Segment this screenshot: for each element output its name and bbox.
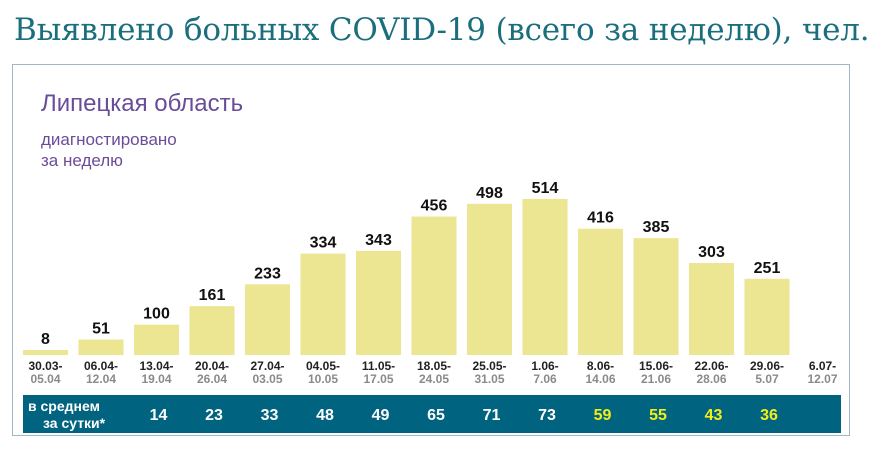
category-tick-4-end: 03.05 [252, 372, 282, 386]
daily-average-value-6: 49 [372, 407, 390, 424]
bar-13 [744, 278, 790, 355]
daily-average-value-7: 65 [427, 407, 445, 424]
bar-3 [189, 306, 235, 355]
bar-6 [356, 250, 401, 355]
bar-chart: Липецкая область диагностировано за неде… [23, 90, 841, 433]
chart-subtitle-line-2: за неделю [41, 151, 123, 170]
bar-0 [23, 350, 68, 355]
category-tick-2-end: 19.04 [141, 372, 171, 386]
category-tick-14-end: 12.07 [807, 372, 837, 386]
daily-average-label-line-2: за сутки* [43, 415, 106, 431]
daily-average-label-line-1: в среднем [28, 398, 100, 414]
chart-frame: Липецкая область диагностировано за неде… [12, 64, 850, 436]
category-tick-3-start: 20.04- [195, 359, 229, 373]
category-tick-5-end: 10.05 [308, 372, 338, 386]
category-tick-10-end: 14.06 [585, 372, 615, 386]
category-tick-13-end: 5.07 [755, 372, 779, 386]
category-tick-12-start: 22.06- [694, 359, 728, 373]
bars-group [23, 198, 790, 355]
category-tick-13-start: 29.06- [750, 359, 784, 373]
category-tick-14-start: 6.07- [809, 359, 836, 373]
bar-10 [578, 228, 623, 355]
category-tick-0-start: 30.03- [28, 359, 62, 373]
category-tick-11-start: 15.06- [639, 359, 673, 373]
category-tick-9-end: 7.06 [533, 372, 557, 386]
category-tick-6-start: 11.05- [362, 359, 395, 373]
bar-12 [689, 263, 734, 355]
category-tick-9-start: 1.06- [531, 359, 558, 373]
bar-1 [78, 339, 124, 355]
daily-average-value-5: 48 [316, 407, 334, 424]
daily-average-value-4: 33 [261, 407, 279, 424]
category-tick-6-end: 17.05 [363, 372, 393, 386]
bar-11 [633, 238, 679, 355]
bar-9 [522, 198, 568, 355]
value-label-13: 251 [754, 260, 781, 277]
category-tick-10-start: 8.06- [587, 359, 614, 373]
value-label-9: 514 [532, 180, 559, 197]
daily-average-value-12: 43 [705, 407, 723, 424]
category-tick-7-start: 18.05- [417, 359, 451, 373]
value-labels-group: 8 51 100 161 233 334 343 456 498 514 416 385 303 251 [41, 180, 780, 348]
category-tick-11-end: 21.06 [641, 372, 671, 386]
category-tick-3-end: 26.04 [197, 372, 227, 386]
value-label-3: 161 [199, 287, 226, 304]
category-tick-2-start: 13.04- [139, 359, 173, 373]
page-title: Выявлено больных COVID-19 (всего за неде… [14, 12, 870, 48]
category-tick-12-end: 28.06 [696, 372, 726, 386]
chart-title: Липецкая область [41, 90, 243, 117]
category-tick-4-start: 27.04- [250, 359, 284, 373]
category-tick-0-end: 05.04 [30, 372, 60, 386]
bar-4 [245, 284, 290, 355]
daily-average-value-2: 14 [150, 407, 168, 424]
daily-average-band [23, 395, 841, 433]
bar-8 [467, 203, 512, 355]
bar-2 [134, 324, 179, 355]
bar-7 [411, 216, 457, 355]
chart-subtitle-line-1: диагностировано [41, 130, 177, 149]
category-tick-7-end: 24.05 [419, 372, 449, 386]
category-tick-1-start: 06.04- [84, 359, 118, 373]
daily-average-value-13: 36 [760, 407, 778, 424]
category-tick-8-end: 31.05 [474, 372, 504, 386]
value-label-5: 334 [310, 235, 337, 252]
value-label-8: 498 [476, 185, 503, 202]
value-label-2: 100 [143, 306, 170, 323]
daily-average-value-9: 73 [538, 407, 556, 424]
value-label-4: 233 [254, 265, 281, 282]
daily-average-value-8: 71 [483, 407, 501, 424]
category-tick-1-end: 12.04 [86, 372, 116, 386]
value-label-10: 416 [587, 210, 614, 227]
value-label-7: 456 [421, 198, 448, 215]
value-label-6: 343 [365, 232, 392, 249]
bar-5 [300, 253, 346, 355]
daily-average-value-3: 23 [205, 407, 223, 424]
value-label-0: 8 [41, 331, 50, 348]
value-label-12: 303 [698, 244, 725, 261]
value-label-1: 51 [92, 321, 110, 338]
daily-average-values-group: 14 23 33 48 49 65 71 73 59 55 43 36 [150, 407, 778, 424]
category-tick-5-start: 04.05- [306, 359, 340, 373]
category-ticks-group: 30.03-05.0406.04-12.0413.04-19.0420.04-2… [28, 359, 837, 386]
daily-average-value-10: 59 [594, 407, 612, 424]
daily-average-value-11: 55 [649, 407, 667, 424]
value-label-11: 385 [643, 219, 670, 236]
category-tick-8-start: 25.05- [472, 359, 506, 373]
